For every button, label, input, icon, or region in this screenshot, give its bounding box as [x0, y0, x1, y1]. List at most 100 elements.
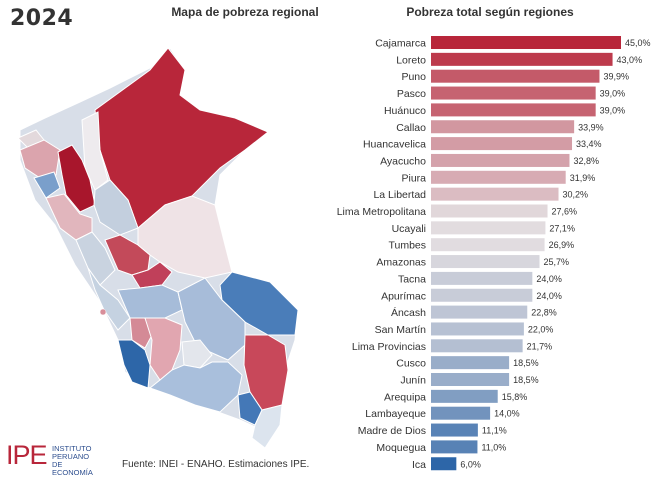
bar — [431, 170, 566, 184]
bar — [431, 305, 528, 319]
bar-value-label: 27,1% — [549, 223, 575, 233]
bar-value-label: 24,0% — [536, 291, 562, 301]
bar — [431, 322, 524, 336]
map-region-lima — [87, 267, 131, 331]
bar-category-label: Apurímac — [381, 290, 426, 302]
bar-value-label: 22,0% — [528, 324, 554, 334]
bar-value-label: 31,9% — [570, 173, 596, 183]
bar-category-label: La Libertad — [373, 189, 426, 201]
bar-category-label: Cusco — [396, 358, 426, 370]
bar — [431, 120, 575, 134]
bar-category-label: Callao — [396, 122, 426, 134]
bar-category-label: Huancavelica — [363, 139, 426, 151]
ipe-logo-line3: DE ECONOMÍA — [52, 460, 93, 477]
bar-value-label: 43,0% — [617, 55, 643, 65]
bar-value-label: 26,9% — [549, 240, 575, 250]
bar-value-label: 33,4% — [576, 139, 602, 149]
map-region-huancavelica — [129, 317, 153, 349]
ipe-logo-subtitle: INSTITUTO PERUANO DE ECONOMÍA — [52, 445, 93, 477]
bar — [431, 187, 559, 201]
bar-category-label: Lima Provincias — [352, 341, 426, 353]
bar — [431, 255, 540, 269]
bar — [431, 406, 491, 420]
bar-value-label: 32,8% — [573, 156, 599, 166]
bar-category-label: Loreto — [396, 54, 426, 66]
bar-value-label: 18,5% — [513, 358, 539, 368]
bar-category-label: Ayacucho — [380, 155, 426, 167]
map-region-san-martin — [93, 179, 139, 236]
bar — [431, 103, 596, 117]
poverty-map — [17, 47, 299, 449]
bar-category-label: Ica — [412, 459, 426, 471]
map-region-huanuco — [104, 234, 151, 276]
bar-category-label: Lima Metropolitana — [337, 206, 426, 218]
bar-category-label: Pasco — [397, 88, 426, 100]
bar-chart: Cajamarca 45,0% Loreto 43,0% Puno 39,9% Pasco 3… — [337, 36, 651, 471]
ipe-logo-line2: PERUANO — [52, 452, 90, 461]
bar — [431, 356, 510, 370]
bar-value-label: 33,9% — [578, 122, 604, 132]
bar-value-label: 11,1% — [482, 426, 507, 436]
bar-category-label: Puno — [401, 71, 426, 83]
bar — [431, 389, 498, 403]
source-note: Fuente: INEI - ENAHO. Estimaciones IPE. — [122, 459, 310, 470]
map-region-la-libertad — [45, 193, 93, 241]
bar-value-label: 27,6% — [552, 207, 578, 217]
bar-value-label: 30,2% — [563, 190, 589, 200]
bar — [431, 137, 573, 151]
bar — [431, 271, 533, 285]
bar-value-label: 25,7% — [544, 257, 570, 267]
bar-value-label: 18,5% — [513, 375, 539, 385]
bar-value-label: 11,0% — [481, 442, 506, 452]
bar-value-label: 15,8% — [502, 392, 528, 402]
bar-category-label: Madre de Dios — [358, 425, 426, 437]
bar-category-label: Cajamarca — [375, 38, 426, 50]
bar-category-label: Tumbes — [388, 240, 426, 252]
bar-category-label: Áncash — [391, 306, 426, 319]
bar — [431, 440, 478, 454]
bar-category-label: Tacna — [398, 273, 426, 285]
bar-category-label: Arequipa — [384, 391, 426, 403]
bar — [431, 238, 545, 252]
map-region-cusco — [177, 277, 246, 361]
bar-category-label: Moquegua — [376, 442, 426, 454]
bar — [431, 153, 570, 167]
map-title: Mapa de pobreza regional — [171, 5, 319, 19]
year-heading: 2024 — [10, 6, 74, 31]
bar-value-label: 39,0% — [600, 105, 626, 115]
map-region-ica — [117, 339, 151, 389]
bar-category-label: Ucayali — [392, 223, 426, 235]
map-region-arequipa — [148, 361, 243, 413]
bar-value-label: 24,0% — [536, 274, 562, 284]
map-region-callao — [99, 308, 107, 316]
bar-category-label: Piura — [401, 172, 426, 184]
bar — [431, 204, 548, 218]
bar — [431, 457, 457, 471]
bar — [431, 339, 523, 353]
map-region-piura — [19, 139, 61, 179]
bar — [431, 52, 613, 66]
ipe-logo-line1: INSTITUTO — [52, 444, 92, 453]
map-region-apurimac — [181, 339, 213, 369]
bar-value-label: 45,0% — [625, 38, 651, 48]
bar-category-label: Lambayeque — [365, 408, 426, 420]
bar-category-label: Junín — [400, 375, 426, 387]
bar-category-label: San Martín — [375, 324, 427, 336]
bar — [431, 423, 478, 437]
bar — [431, 373, 510, 386]
bar-category-label: Amazonas — [376, 257, 426, 269]
bar-value-label: 39,0% — [600, 89, 626, 99]
bar-value-label: 21,7% — [527, 341, 553, 351]
chart-title: Pobreza total según regiones — [406, 5, 574, 19]
bar-value-label: 6,0% — [460, 459, 481, 469]
bar-category-label: Huánuco — [384, 105, 426, 117]
map-region-tacna — [251, 404, 283, 449]
bar — [431, 221, 546, 235]
map-region-junin — [117, 284, 183, 319]
bar-value-label: 39,9% — [603, 72, 629, 82]
bar-value-label: 22,8% — [531, 308, 557, 318]
bar — [431, 86, 596, 100]
map-region-lambayeque — [33, 171, 61, 199]
ipe-logo: IPE — [6, 440, 48, 470]
bar — [431, 288, 533, 302]
